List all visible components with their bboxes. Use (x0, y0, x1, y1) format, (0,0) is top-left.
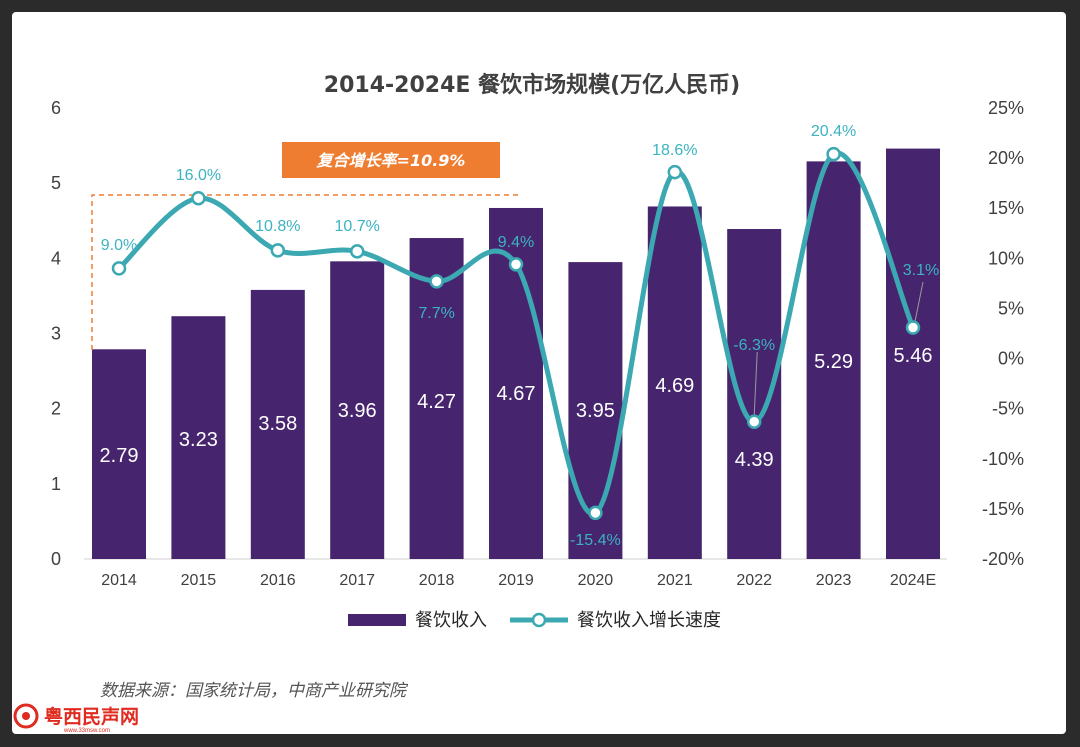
right-tick-label: 20% (988, 148, 1024, 168)
source-note: 数据来源：国家统计局，中商产业研究院 (100, 681, 409, 701)
chart-title: 2014-2024E 餐饮市场规模(万亿人民币) (324, 72, 740, 98)
x-tick-label: 2016 (260, 572, 296, 589)
growth-rate-label: 10.8% (255, 218, 300, 235)
left-tick-label: 0 (51, 549, 61, 569)
left-tick-label: 3 (51, 324, 61, 344)
bar-series: 2.79 3.23 3.58 3.96 4.27 4.67 3.95 4.69 4.39 5.29… (92, 148, 940, 560)
growth-rate-label: 9.0% (101, 237, 137, 254)
leader-line-2024E (914, 281, 924, 322)
bar-value-label: 2.79 (100, 445, 139, 467)
leader-line-2022 (753, 351, 758, 416)
growth-point-2017 (349, 244, 365, 259)
watermark-text: 粤西民声网 (44, 705, 139, 728)
growth-rate-label: 18.6% (652, 142, 697, 159)
right-tick-label: -5% (992, 399, 1024, 419)
chart-frame: 2014-2024E 餐饮市场规模(万亿人民币) 0 1 2 3 4 5 6 -20% -15… (12, 12, 1066, 734)
bar-value-label: 3.95 (576, 400, 615, 422)
bar-value-label: 4.27 (417, 391, 456, 413)
legend-bar-swatch (348, 614, 406, 626)
bar-2016 (250, 289, 305, 559)
bar-value-label: 4.39 (735, 449, 774, 471)
line-series: 9.0% 16.0% 10.8% 10.7% 7.7% 9.4% -15.4% 18.6% -6… (101, 123, 939, 549)
growth-rate-label: 7.7% (418, 305, 454, 322)
bar-2017 (330, 261, 385, 559)
chart-canvas: 2014-2024E 餐饮市场规模(万亿人民币) 0 1 2 3 4 5 6 -20% -15… (13, 72, 1024, 734)
growth-point-2020 (588, 505, 603, 521)
x-tick-label: 2014 (101, 572, 137, 589)
growth-point-2023 (826, 146, 841, 162)
growth-rate-label: 10.7% (335, 218, 380, 235)
left-tick-label: 5 (51, 173, 61, 193)
growth-rate-label: 3.1% (903, 262, 939, 279)
right-tick-label: 0% (998, 349, 1024, 369)
right-tick-label: -15% (982, 499, 1024, 519)
cagr-bracket (91, 194, 520, 350)
x-axis: 2014 2015 2016 2017 2018 2019 2020 2021 2022 2023… (101, 572, 936, 589)
left-tick-label: 4 (51, 248, 61, 268)
x-tick-label: 2020 (578, 572, 614, 589)
bar-2014 (92, 349, 146, 559)
right-tick-label: -20% (982, 549, 1024, 569)
legend: 餐饮收入 餐饮收入增长速度 (348, 610, 721, 631)
bar-2023 (806, 161, 861, 559)
x-tick-label: 2021 (657, 572, 693, 589)
growth-point-2021 (667, 164, 683, 180)
growth-rate-label: -15.4% (570, 532, 621, 549)
cagr-label: 复合增长率=10.9% (317, 151, 466, 170)
bar-value-label: 4.67 (497, 383, 536, 405)
growth-point-2016 (270, 243, 286, 258)
watermark-icon-core (22, 712, 30, 720)
watermark-url: www.33msw.com (63, 728, 110, 734)
right-tick-label: 5% (998, 298, 1024, 318)
bar-2018 (409, 238, 464, 559)
right-axis: -20% -15% -10% -5% 0% 5% 10% 15% 20% 25% (982, 98, 1024, 569)
watermark-logo: 粤西民声网 www.33msw.com (13, 703, 139, 734)
growth-point-2014 (111, 261, 127, 276)
bar-value-label: 3.23 (179, 429, 218, 451)
growth-point-2015 (191, 190, 206, 206)
x-tick-label: 2015 (181, 572, 217, 589)
bar-value-label: 5.46 (894, 345, 933, 367)
x-tick-label: 2019 (498, 572, 534, 589)
x-tick-label: 2017 (339, 572, 375, 589)
left-tick-label: 6 (51, 98, 61, 118)
right-tick-label: 10% (988, 248, 1024, 268)
growth-point-2022 (746, 414, 762, 429)
growth-point-2024E (905, 320, 921, 335)
right-tick-label: 15% (988, 198, 1024, 218)
bar-2015 (171, 316, 226, 559)
cagr-box (282, 142, 500, 178)
right-tick-label: 25% (988, 98, 1024, 118)
legend-line-label: 餐饮收入增长速度 (577, 610, 721, 631)
bar-value-label: 3.58 (258, 413, 297, 435)
growth-point-2019 (508, 257, 524, 272)
x-tick-label: 2022 (736, 572, 772, 589)
right-tick-label: -10% (982, 449, 1024, 469)
bar-value-label: 4.69 (655, 375, 694, 397)
x-tick-label: 2024E (890, 572, 936, 589)
legend-bar-label: 餐饮收入 (415, 610, 487, 631)
bar-2021 (647, 206, 702, 560)
x-tick-label: 2018 (419, 572, 455, 589)
bar-2024E (886, 148, 940, 559)
bar-value-label: 3.96 (338, 400, 377, 422)
left-tick-label: 1 (51, 474, 61, 494)
growth-rate-label: 20.4% (811, 123, 856, 140)
growth-rate-label: 16.0% (176, 167, 221, 184)
left-tick-label: 2 (51, 399, 61, 419)
growth-rate-label: 9.4% (498, 234, 534, 251)
legend-line-marker (531, 612, 547, 628)
bar-value-label: 5.29 (814, 351, 853, 373)
growth-rate-label: -6.3% (733, 337, 775, 354)
growth-point-2018 (429, 274, 444, 289)
x-tick-label: 2023 (816, 572, 852, 589)
left-axis: 0 1 2 3 4 5 6 (51, 98, 61, 569)
